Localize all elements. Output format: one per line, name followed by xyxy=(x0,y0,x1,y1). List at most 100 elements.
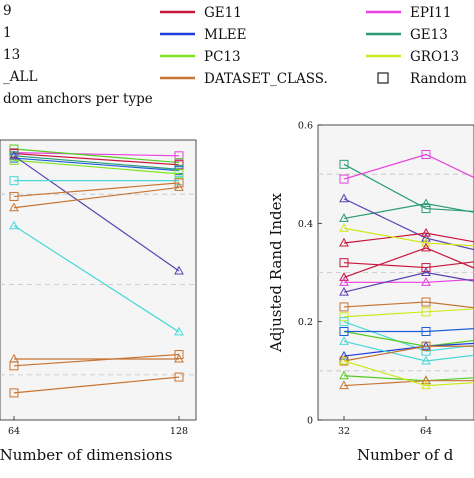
data-point-0-8-0 xyxy=(9,220,19,230)
y-tick-label-1-3: 0.6 xyxy=(298,121,313,132)
data-point-0-12-0 xyxy=(9,353,19,363)
data-point-1-7-1 xyxy=(421,242,431,252)
series-group-1 xyxy=(339,150,474,390)
data-point-1-6-1 xyxy=(421,263,431,273)
data-point-1-9-1 xyxy=(421,267,431,276)
series-line-1-7 xyxy=(343,247,474,278)
data-point-1-10-1 xyxy=(421,297,431,307)
series-line-1-16 xyxy=(343,340,474,362)
data-point-1-11-1 xyxy=(421,307,431,317)
series-line-0-13 xyxy=(13,376,180,394)
legend-label-9: EPI11 xyxy=(410,5,451,21)
legend-label-4: dom anchors per type xyxy=(3,91,153,107)
data-point-1-3-1 xyxy=(421,232,431,242)
series-line-0-2 xyxy=(13,152,180,166)
data-point-0-0-1 xyxy=(174,151,184,161)
data-point-0-7-0 xyxy=(9,176,19,186)
data-point-1-0-0 xyxy=(339,159,349,169)
data-point-1-4-1 xyxy=(421,227,431,237)
x-tick-label-1-1: 64 xyxy=(420,426,432,437)
data-point-1-14-1 xyxy=(421,327,431,336)
data-point-0-9-0 xyxy=(9,191,19,201)
data-point-1-17-1 xyxy=(421,341,431,351)
data-point-1-9-0 xyxy=(339,286,349,296)
data-point-1-15-0 xyxy=(339,350,349,360)
series-line-1-14 xyxy=(344,328,474,333)
data-point-1-1-1 xyxy=(421,150,431,159)
legend-label-12: Random xyxy=(410,71,467,87)
series-line-1-2 xyxy=(343,203,474,220)
data-point-1-18-0 xyxy=(339,370,349,380)
series-line-1-4 xyxy=(343,232,474,244)
data-point-1-5-1 xyxy=(421,237,431,247)
y-tick-label-1-1: 0.2 xyxy=(298,317,313,328)
data-point-1-1-0 xyxy=(339,174,349,184)
series-line-1-10 xyxy=(343,301,474,309)
data-point-0-10-0 xyxy=(9,202,19,212)
data-point-0-13-0 xyxy=(9,388,19,398)
data-point-1-12-0 xyxy=(339,317,349,327)
legend-label-6: MLEE xyxy=(204,27,247,43)
series-line-0-11 xyxy=(13,353,180,367)
legend-label-8: DATASET_CLASS. xyxy=(204,71,328,87)
series-line-1-11 xyxy=(343,308,474,318)
data-point-1-6-0 xyxy=(339,258,349,268)
x-axis-label-1: Number of d xyxy=(357,446,454,464)
series-line-0-3 xyxy=(13,155,180,170)
right-plot: 32 64 0 0.2 0.4 0.6 Number of d Adjusted Rand I… xyxy=(267,121,474,464)
legend-label-0: 9 xyxy=(3,3,12,19)
series-line-1-9 xyxy=(343,271,474,293)
series-line-0-0 xyxy=(13,152,180,157)
data-point-1-8-1 xyxy=(421,277,431,286)
series-line-0-6 xyxy=(13,155,180,272)
x-tick-label-1-0: 32 xyxy=(338,426,350,437)
data-point-1-12-1 xyxy=(421,346,431,356)
series-group-0 xyxy=(9,144,184,398)
data-point-1-16-1 xyxy=(421,355,431,365)
y-tick-label-1-2: 0.4 xyxy=(298,219,313,230)
series-line-1-0 xyxy=(343,163,474,213)
data-point-1-8-0 xyxy=(339,277,349,286)
left-plot: 64 128 Number of dimensions xyxy=(0,139,197,464)
series-line-0-8 xyxy=(13,225,180,333)
data-point-0-8-1 xyxy=(174,326,184,336)
legend-label-11: GRO13 xyxy=(410,49,459,65)
data-point-0-1-0 xyxy=(9,144,19,154)
data-point-1-14-0 xyxy=(339,327,349,336)
y-tick-label-1-0: 0 xyxy=(307,416,313,427)
legend-label-2: 13 xyxy=(3,47,20,63)
data-point-1-19-0 xyxy=(339,380,349,390)
data-point-1-5-0 xyxy=(339,223,349,232)
x-tick-label-0-0: 64 xyxy=(8,426,20,437)
legend-label-7: PC13 xyxy=(204,49,241,65)
data-point-0-9-1 xyxy=(174,178,184,188)
legend-label-10: GE13 xyxy=(410,27,448,43)
data-point-1-3-0 xyxy=(339,193,349,203)
series-line-0-5 xyxy=(13,159,180,175)
series-line-0-10 xyxy=(13,186,180,209)
data-point-0-12-1 xyxy=(174,353,184,363)
data-point-1-10-0 xyxy=(339,302,349,312)
data-point-0-6-0 xyxy=(9,150,19,160)
legend-label-5: GE11 xyxy=(204,5,242,21)
data-point-1-16-0 xyxy=(339,336,349,345)
series-line-0-9 xyxy=(13,182,180,198)
series-line-1-20 xyxy=(343,360,474,387)
data-point-0-13-1 xyxy=(174,372,184,382)
data-point-1-0-1 xyxy=(421,204,431,214)
data-point-1-2-1 xyxy=(421,198,431,208)
data-point-1-20-0 xyxy=(339,355,349,365)
series-line-1-8 xyxy=(344,278,474,283)
data-point-0-10-1 xyxy=(174,182,184,191)
data-point-1-4-0 xyxy=(339,237,349,247)
data-point-1-11-0 xyxy=(339,312,349,322)
series-line-1-1 xyxy=(343,153,474,180)
data-point-0-6-1 xyxy=(174,265,184,275)
x-tick-label-0-1: 128 xyxy=(170,426,188,437)
legend-marker-12 xyxy=(377,72,389,84)
data-point-0-5-1 xyxy=(174,169,184,179)
legend-label-1: 1 xyxy=(3,25,12,41)
data-point-1-20-1 xyxy=(421,380,431,390)
